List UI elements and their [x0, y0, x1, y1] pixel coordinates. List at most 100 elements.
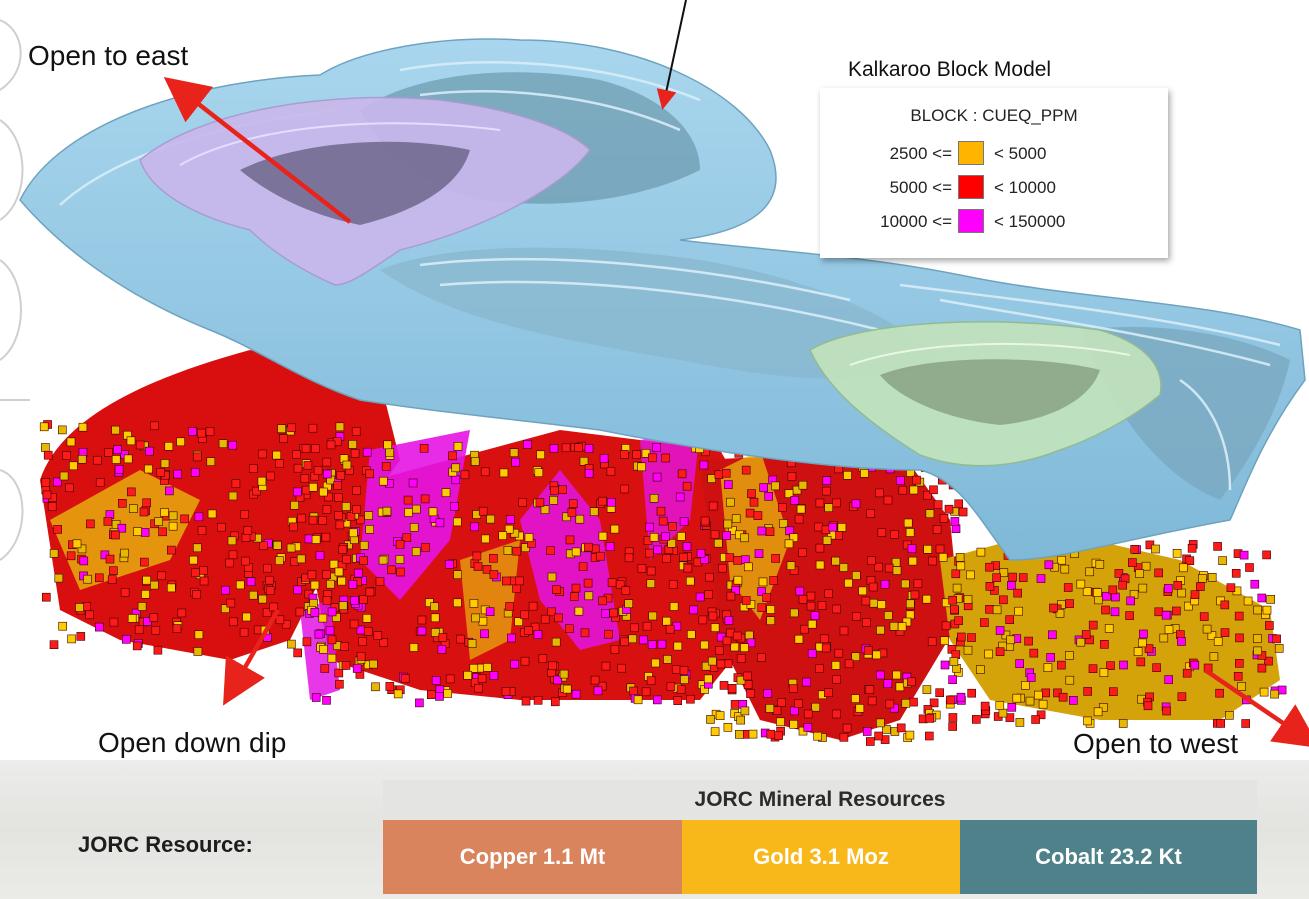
block-cube	[362, 447, 372, 457]
jorc-resource-label: JORC Resource:	[78, 832, 253, 857]
block-cube	[1185, 556, 1195, 566]
block-cube	[249, 464, 258, 474]
block-cube	[963, 595, 973, 604]
block-cube	[1007, 581, 1016, 590]
block-cube	[144, 464, 153, 474]
block-cube	[1093, 588, 1102, 597]
block-cube	[954, 499, 964, 509]
block-cube	[221, 585, 230, 595]
block-cube	[941, 621, 951, 631]
block-cube	[1135, 569, 1144, 578]
block-cube	[109, 566, 118, 576]
block-cube	[1253, 646, 1262, 656]
block-cube	[757, 603, 767, 613]
block-cube	[662, 554, 671, 564]
block-cube	[741, 596, 751, 605]
block-cube	[661, 453, 671, 463]
block-cube	[137, 602, 147, 611]
block-cube	[547, 607, 556, 617]
block-cube	[362, 613, 372, 623]
block-cube	[236, 580, 245, 590]
block-cube	[279, 434, 289, 443]
block-cube	[534, 468, 544, 478]
gold-resource-cell: Gold 3.1 Moz	[682, 820, 960, 894]
block-cube	[76, 632, 86, 641]
block-cube	[863, 646, 873, 655]
block-cube	[632, 450, 642, 460]
block-cube	[229, 617, 238, 627]
block-cube	[949, 605, 959, 614]
block-cube	[111, 455, 121, 464]
block-cube	[815, 498, 825, 508]
block-cube	[402, 533, 412, 542]
block-cube	[1058, 692, 1068, 702]
block-cube	[1093, 707, 1103, 717]
block-cube	[992, 573, 1001, 583]
block-cube	[417, 615, 427, 625]
block-cube	[671, 665, 681, 674]
block-cube	[1213, 637, 1223, 646]
block-cube	[933, 500, 943, 509]
block-cube	[395, 539, 405, 549]
block-cube	[1025, 696, 1035, 706]
block-cube	[1253, 634, 1262, 643]
block-cube	[249, 590, 258, 600]
block-cube	[753, 511, 763, 520]
block-cube	[776, 717, 785, 727]
block-cube	[595, 551, 605, 561]
block-cube	[1108, 585, 1118, 595]
block-cube	[356, 652, 366, 661]
block-cube	[630, 623, 639, 633]
block-cube	[1235, 633, 1244, 643]
stage-pit-west-floor	[880, 359, 1100, 425]
block-cube	[302, 637, 312, 647]
block-cube	[561, 443, 571, 453]
block-cube	[151, 625, 161, 635]
block-cube	[1239, 550, 1249, 560]
block-cube	[865, 685, 875, 694]
block-cube	[743, 671, 752, 681]
legend-low-bound: 2500 <=	[889, 144, 952, 163]
block-cube	[1104, 624, 1114, 633]
block-cube	[512, 583, 521, 593]
block-cube	[404, 508, 413, 517]
block-cube	[325, 626, 335, 636]
block-cube	[168, 511, 178, 521]
block-cube	[726, 591, 736, 601]
block-cube	[225, 558, 234, 568]
block-cube	[228, 550, 238, 560]
block-cube	[589, 507, 599, 517]
block-cube	[844, 659, 854, 669]
block-cube	[150, 421, 159, 431]
block-cube	[777, 698, 787, 707]
block-cube	[954, 616, 963, 626]
block-cube	[505, 602, 514, 611]
block-cube	[710, 727, 720, 737]
block-cube	[453, 598, 462, 608]
block-cube	[814, 664, 824, 673]
block-cube	[272, 540, 282, 550]
block-cube	[327, 607, 337, 617]
block-cube	[652, 695, 662, 705]
block-cube	[985, 562, 994, 572]
block-cube	[908, 556, 918, 566]
block-cube	[308, 515, 318, 525]
block-cube	[1021, 680, 1030, 690]
block-cube	[489, 671, 499, 680]
block-cube	[518, 497, 528, 507]
block-cube	[754, 549, 764, 559]
block-cube	[411, 547, 421, 556]
block-cube	[821, 486, 831, 496]
block-cube	[86, 519, 95, 529]
block-cube	[140, 557, 149, 567]
block-cube	[900, 579, 910, 589]
block-cube	[862, 727, 872, 736]
block-cube	[381, 461, 391, 471]
block-cube	[656, 506, 666, 516]
block-cube	[554, 613, 563, 623]
block-cube	[538, 654, 548, 664]
block-cube	[1207, 631, 1217, 641]
block-cube	[898, 485, 908, 495]
block-cube	[620, 484, 630, 494]
block-cube	[259, 541, 268, 550]
